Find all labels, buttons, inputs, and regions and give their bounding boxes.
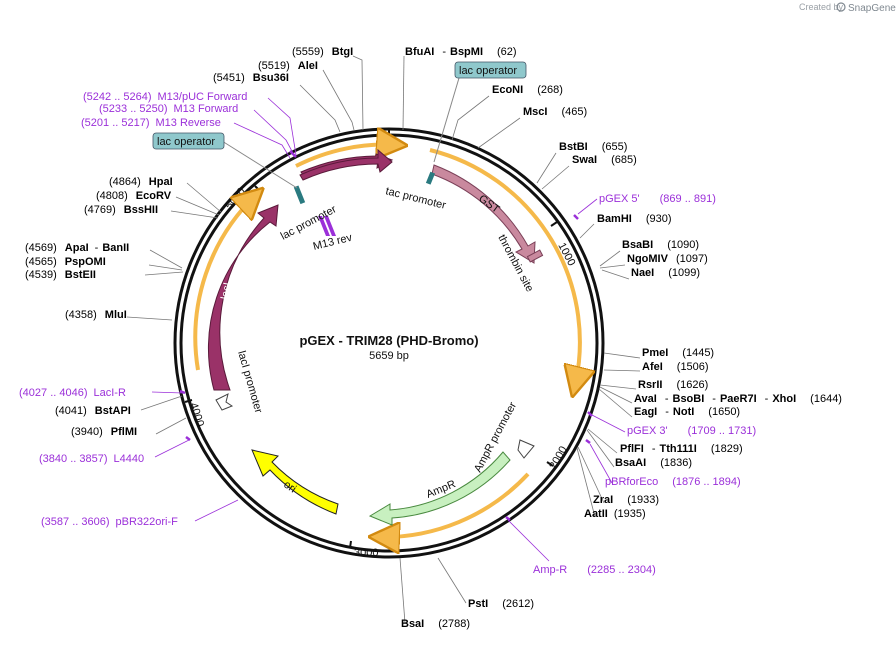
- tick-1000: [550, 221, 558, 227]
- watermark-prefix: Created by: [799, 2, 844, 12]
- site-bstbi[interactable]: BstBI (655): [559, 141, 627, 153]
- site-afei[interactable]: AfeI (1506): [642, 361, 709, 373]
- ori-label: ori: [281, 479, 298, 496]
- orf-lacz: [295, 144, 400, 168]
- primer-pgex3[interactable]: pGEX 3' (1709 .. 1731): [627, 425, 756, 437]
- tick-label-3000: 3000: [354, 547, 378, 559]
- site-pspomi[interactable]: (4565) PspOMI: [25, 256, 106, 268]
- tick-label-2000: 2000: [547, 444, 570, 471]
- site-apai[interactable]: (4569) ApaI - BanII: [25, 242, 129, 254]
- primer-ampr[interactable]: Amp-R (2285 .. 2304): [533, 564, 656, 576]
- site-ecorv[interactable]: (4808) EcoRV: [96, 190, 172, 202]
- primer-laci-r[interactable]: (4027 .. 4046) LacI-R: [19, 387, 126, 399]
- laci-promoter-arrow: [215, 393, 234, 411]
- ampr-promoter-arrow: [517, 439, 535, 459]
- feature-lacza[interactable]: lacZα: [299, 148, 394, 186]
- promoter-marks: [215, 393, 535, 459]
- plasmid-size: 5659 bp: [369, 350, 409, 362]
- lac-operator-box-top[interactable]: lac operator: [433, 61, 527, 163]
- feature-laci[interactable]: lacI: [207, 204, 279, 391]
- primer-pbr322ori[interactable]: (3587 .. 3606) pBR322ori-F: [41, 516, 178, 528]
- site-btgi[interactable]: (5559) BtgI: [292, 46, 353, 58]
- primer-m13puc[interactable]: (5242 .. 5264) M13/pUC Forward: [83, 91, 247, 103]
- site-hpai[interactable]: (4864) HpaI: [109, 176, 173, 188]
- tac-promoter-label: tac promoter: [384, 185, 447, 212]
- site-bsaai[interactable]: BsaAI (1836): [615, 457, 692, 469]
- site-alei[interactable]: (5519) AleI: [258, 60, 318, 72]
- laci-promoter-label: lacI promoter: [235, 350, 264, 415]
- snapgene-logo-icon: [836, 2, 846, 12]
- primer-pgex5[interactable]: pGEX 5' (869 .. 891): [599, 193, 716, 205]
- site-bfuai[interactable]: BfuAI - BspMI (62): [405, 46, 517, 58]
- laci-label: lacI: [219, 282, 234, 301]
- site-mlui[interactable]: (4358) MluI: [65, 309, 127, 321]
- site-ngomiv[interactable]: NgoMIV (1097): [627, 253, 708, 265]
- site-psti[interactable]: PstI (2612): [468, 598, 534, 610]
- tick-5000: [254, 185, 261, 192]
- feature-ori[interactable]: ori: [251, 449, 339, 515]
- site-econi[interactable]: EcoNI (268): [492, 84, 563, 96]
- tick-2000: [546, 461, 554, 467]
- m13-rev-arrows: [318, 216, 336, 236]
- site-bsteii[interactable]: (4539) BstEII: [25, 269, 96, 281]
- orf-laci: [193, 193, 258, 371]
- site-bsu36i[interactable]: (5451) Bsu36I: [213, 72, 289, 84]
- orf-ampr: [376, 472, 530, 537]
- watermark-brand: SnapGene: [848, 3, 896, 14]
- site-bstapi[interactable]: (4041) BstAPI: [55, 405, 131, 417]
- site-eagi[interactable]: EagI - NotI (1650): [634, 406, 740, 418]
- site-aatii[interactable]: AatII (1935): [584, 508, 646, 520]
- lacza-label: lacZα: [333, 167, 363, 186]
- primer-pbrforeco[interactable]: pBRforEco (1876 .. 1894): [605, 476, 741, 488]
- site-swai[interactable]: SwaI (685): [572, 154, 637, 166]
- lac-operator-top-label: lac operator: [459, 65, 517, 77]
- feature-thrombin-site: [526, 249, 544, 263]
- site-bsai[interactable]: BsaI (2788): [401, 618, 470, 630]
- primer-leader-lines: [151, 97, 626, 562]
- thrombin-site-label: thrombin site: [495, 233, 535, 294]
- leader-lines: [126, 55, 641, 624]
- site-zrai[interactable]: ZraI (1933): [593, 494, 659, 506]
- tick-3000: [349, 540, 352, 549]
- lac-operator-marks: [293, 171, 436, 205]
- primer-m13fwd[interactable]: (5233 .. 5250) M13 Forward: [99, 103, 238, 115]
- primer-l4440[interactable]: (3840 .. 3857) L4440: [39, 453, 144, 465]
- lac-operator-left-label: lac operator: [157, 136, 215, 148]
- feature-ampr[interactable]: AmpR: [368, 451, 511, 526]
- site-pfimi[interactable]: (3940) PflMI: [71, 426, 137, 438]
- orf-gst: [429, 148, 580, 390]
- lac-operator-box-left[interactable]: lac operator: [152, 132, 298, 189]
- watermark: Created by SnapGene: [799, 2, 896, 14]
- orf-arcs: [193, 144, 580, 537]
- site-msci[interactable]: MscI (465): [523, 106, 587, 118]
- site-pmei[interactable]: PmeI (1445): [642, 347, 714, 359]
- site-bamhi[interactable]: BamHI (930): [597, 213, 672, 225]
- site-pflfi[interactable]: PflFI - Tth111I (1829): [620, 443, 743, 455]
- site-avai[interactable]: AvaI - BsoBI - PaeR7I - XhoI (1644): [634, 393, 842, 405]
- site-rsrii[interactable]: RsrII (1626): [638, 379, 708, 391]
- plasmid-name: pGEX - TRIM28 (PHD-Bromo): [299, 333, 478, 348]
- primer-m13rev[interactable]: (5201 .. 5217) M13 Reverse: [81, 117, 221, 129]
- tick-4000: [184, 399, 193, 403]
- primer-marks: [179, 150, 593, 521]
- site-naei[interactable]: NaeI (1099): [631, 267, 700, 279]
- site-bsabi[interactable]: BsaBI (1090): [622, 239, 699, 251]
- site-bsshii[interactable]: (4769) BssHII: [84, 204, 158, 216]
